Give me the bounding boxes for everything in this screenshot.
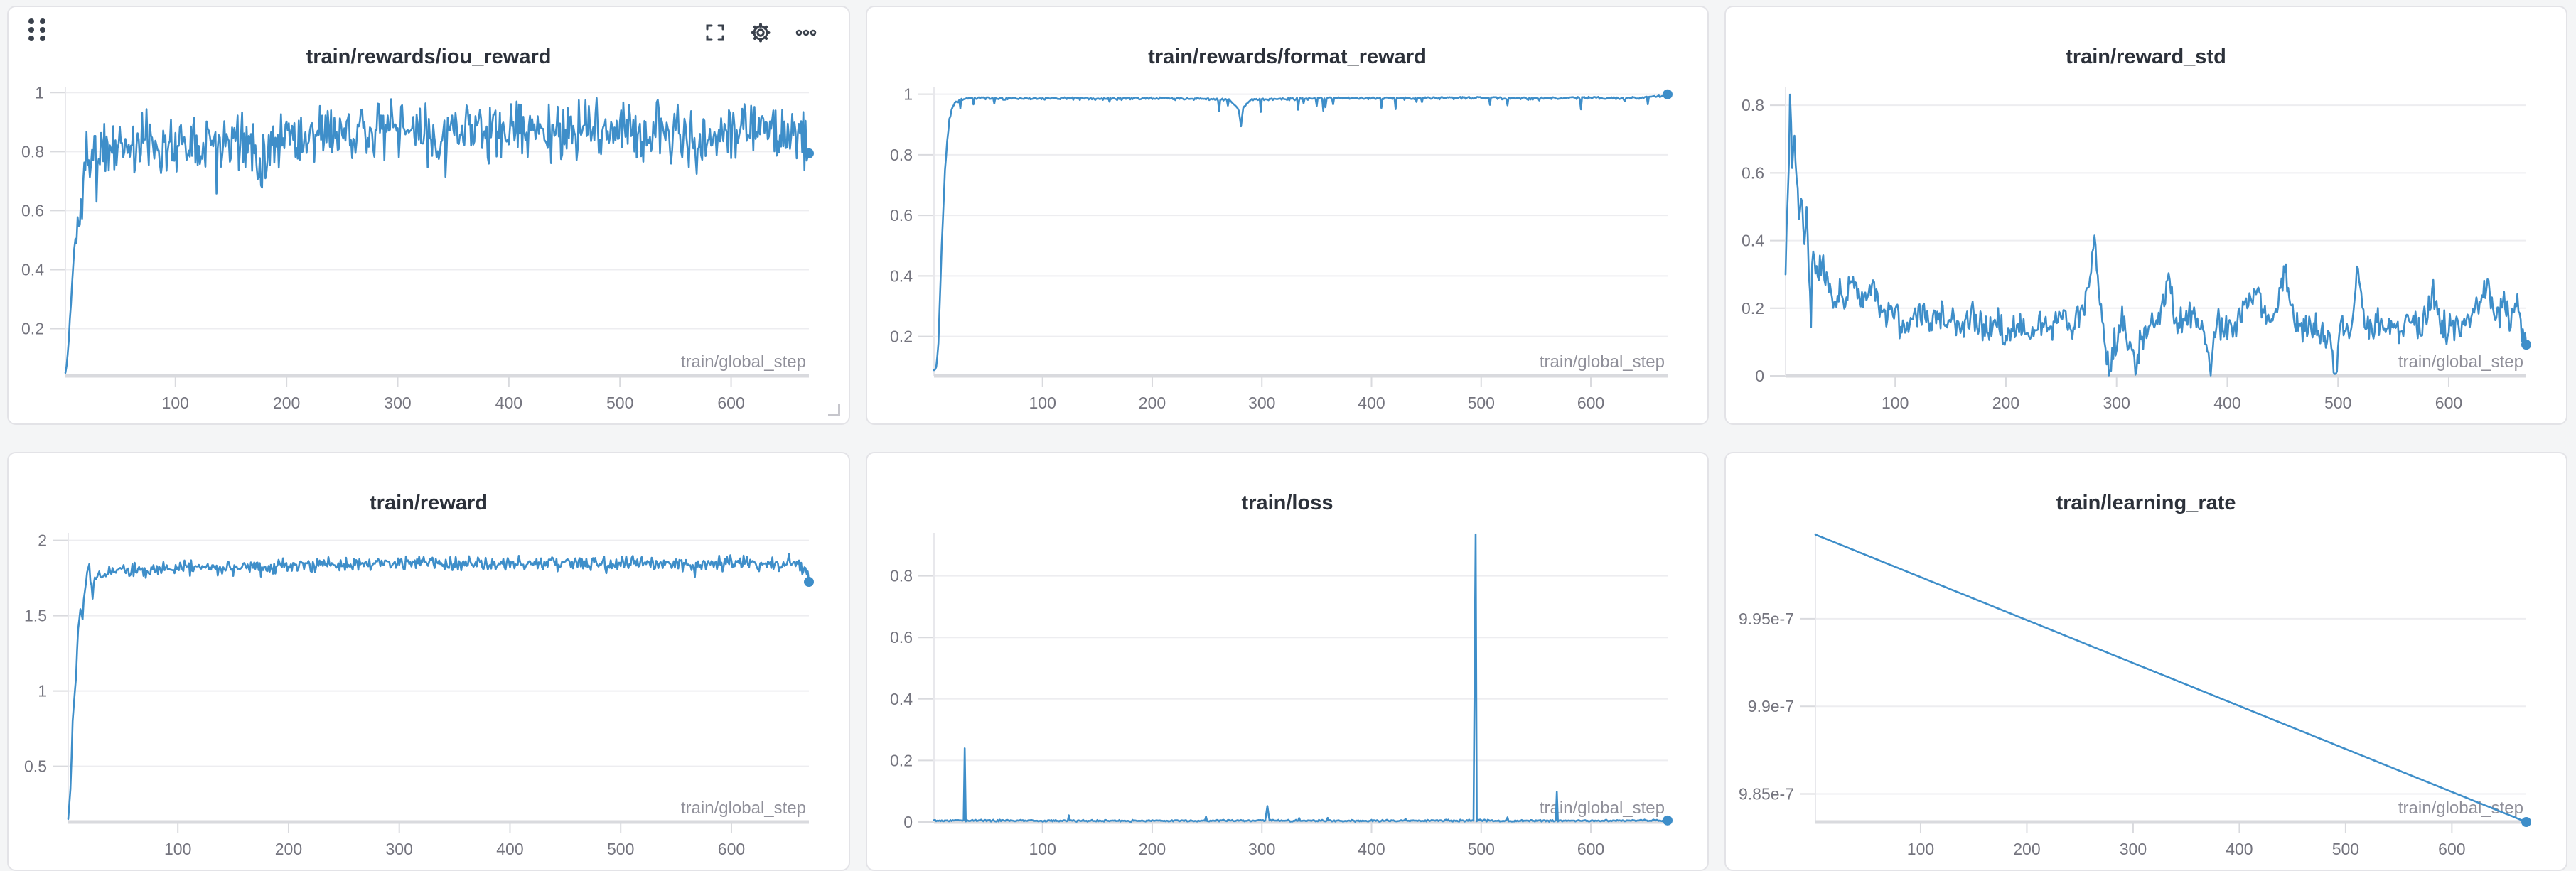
svg-text:0.6: 0.6 — [1742, 163, 1764, 182]
svg-text:500: 500 — [1468, 840, 1495, 858]
svg-text:1: 1 — [903, 85, 913, 104]
svg-text:600: 600 — [1577, 840, 1604, 858]
reward-line-chart[interactable]: 2 1.5 1 0.5 100 200 300 400 500 600 train/global_s… — [9, 453, 849, 870]
svg-text:600: 600 — [2435, 394, 2462, 412]
svg-text:1: 1 — [38, 682, 47, 700]
panel-controls — [704, 21, 817, 44]
chart-title: train/learning_rate — [2056, 492, 2236, 514]
svg-text:400: 400 — [1358, 840, 1385, 858]
chart-title: train/reward_std — [2066, 45, 2226, 68]
svg-text:0.2: 0.2 — [1742, 299, 1764, 318]
svg-text:0.2: 0.2 — [890, 328, 913, 346]
svg-text:200: 200 — [1139, 840, 1166, 858]
svg-text:600: 600 — [717, 394, 744, 412]
svg-text:9.95e-7: 9.95e-7 — [1739, 610, 1794, 628]
svg-text:0.4: 0.4 — [21, 260, 44, 278]
svg-text:0.2: 0.2 — [890, 751, 913, 769]
svg-text:400: 400 — [2213, 394, 2240, 412]
svg-text:600: 600 — [2438, 840, 2465, 858]
svg-text:train/global_step: train/global_step — [1540, 799, 1665, 818]
svg-text:300: 300 — [1248, 394, 1275, 412]
chart-title: train/rewards/iou_reward — [306, 45, 552, 68]
svg-text:500: 500 — [607, 840, 634, 858]
panel-format-reward: train/rewards/format_reward 1 0.8 0.6 0.4 0.… — [866, 6, 1709, 425]
svg-text:400: 400 — [1358, 394, 1385, 412]
svg-text:2: 2 — [38, 531, 47, 550]
svg-text:600: 600 — [1577, 394, 1604, 412]
svg-text:0: 0 — [1755, 367, 1764, 385]
svg-text:100: 100 — [1029, 394, 1056, 412]
svg-text:0.8: 0.8 — [890, 567, 913, 585]
loss-line-chart[interactable]: 0.8 0.6 0.4 0.2 0 100 200 300 400 500 600 train/glo… — [867, 453, 1707, 870]
reward-std-line-chart[interactable]: 0.8 0.6 0.4 0.2 0 100 200 300 400 500 600 train/glo… — [1726, 7, 2566, 423]
svg-text:300: 300 — [2120, 840, 2147, 858]
svg-text:300: 300 — [384, 394, 411, 412]
svg-text:600: 600 — [718, 840, 745, 858]
panel-iou-reward: train/rewards/iou_reward 1 0.8 0.6 0.4 0.2 10… — [7, 6, 850, 425]
svg-text:train/global_step: train/global_step — [681, 352, 806, 372]
svg-text:train/global_step: train/global_step — [2398, 352, 2523, 372]
fullscreen-icon[interactable] — [704, 21, 726, 44]
chart-title: train/rewards/format_reward — [1148, 45, 1427, 68]
settings-gear-icon[interactable] — [749, 21, 772, 44]
svg-text:100: 100 — [1907, 840, 1934, 858]
svg-text:1.5: 1.5 — [24, 607, 47, 625]
svg-text:300: 300 — [386, 840, 413, 858]
chart-title: train/reward — [370, 492, 488, 514]
svg-text:200: 200 — [1992, 394, 2019, 412]
svg-text:0.4: 0.4 — [1742, 232, 1764, 250]
svg-text:500: 500 — [2332, 840, 2359, 858]
svg-text:0.6: 0.6 — [890, 628, 913, 647]
svg-text:0.6: 0.6 — [890, 206, 913, 224]
panel-reward: train/reward 2 1.5 1 0.5 100 200 300 400 500 600 t… — [7, 452, 850, 871]
chart-title: train/loss — [1241, 492, 1333, 514]
svg-text:1: 1 — [35, 83, 44, 102]
svg-text:100: 100 — [164, 840, 191, 858]
svg-text:100: 100 — [162, 394, 189, 412]
svg-text:0.6: 0.6 — [21, 201, 44, 220]
svg-text:0.2: 0.2 — [21, 320, 44, 338]
svg-text:200: 200 — [1139, 394, 1166, 412]
iou-reward-line-chart[interactable]: 1 0.8 0.6 0.4 0.2 100 200 300 400 500 600 train/glo… — [9, 7, 849, 423]
svg-text:400: 400 — [2226, 840, 2253, 858]
svg-text:100: 100 — [1882, 394, 1909, 412]
svg-text:400: 400 — [495, 394, 522, 412]
svg-text:200: 200 — [273, 394, 300, 412]
svg-text:200: 200 — [275, 840, 302, 858]
more-options-icon[interactable] — [795, 21, 817, 44]
svg-text:train/global_step: train/global_step — [2398, 799, 2523, 818]
svg-text:9.85e-7: 9.85e-7 — [1739, 785, 1794, 804]
svg-text:0.8: 0.8 — [21, 142, 44, 161]
svg-text:9.9e-7: 9.9e-7 — [1748, 697, 1794, 715]
panel-loss: train/loss 0.8 0.6 0.4 0.2 0 100 200 300 400 500 6… — [866, 452, 1709, 871]
svg-text:500: 500 — [2324, 394, 2351, 412]
svg-text:100: 100 — [1029, 840, 1056, 858]
drag-handle-icon[interactable] — [28, 18, 47, 44]
panel-reward-std: train/reward_std 0.8 0.6 0.4 0.2 0 100 200 300 4… — [1724, 6, 2567, 425]
svg-text:500: 500 — [1468, 394, 1495, 412]
svg-text:0.5: 0.5 — [24, 757, 47, 776]
svg-text:0.4: 0.4 — [890, 266, 913, 285]
svg-text:train/global_step: train/global_step — [1540, 352, 1665, 372]
svg-text:0.8: 0.8 — [890, 146, 913, 164]
resize-handle-icon[interactable] — [828, 404, 840, 416]
svg-text:200: 200 — [2013, 840, 2040, 858]
svg-text:0.8: 0.8 — [1742, 96, 1764, 114]
svg-text:400: 400 — [496, 840, 523, 858]
svg-text:300: 300 — [1248, 840, 1275, 858]
svg-text:500: 500 — [606, 394, 633, 412]
svg-text:0.4: 0.4 — [890, 690, 913, 708]
format-reward-line-chart[interactable]: 1 0.8 0.6 0.4 0.2 100 200 300 400 500 600 train/glo… — [867, 7, 1707, 423]
svg-text:0: 0 — [903, 813, 913, 831]
svg-text:300: 300 — [2103, 394, 2130, 412]
panel-learning-rate: train/learning_rate 9.95e-7 9.9e-7 9.85e-7… — [1724, 452, 2567, 871]
svg-text:train/global_step: train/global_step — [681, 799, 806, 818]
